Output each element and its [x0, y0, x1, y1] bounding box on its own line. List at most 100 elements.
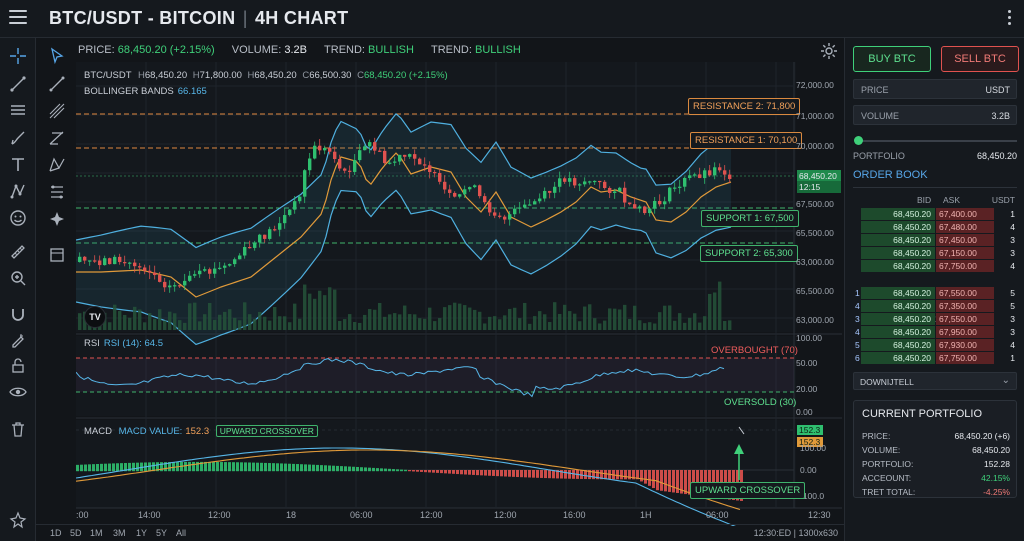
crossover-arrow-head: [734, 444, 744, 454]
time-axis: :00 14:00 12:00 18 06:00 12:00 12:00 16:…: [76, 509, 842, 523]
macd-histogram-bar: [584, 470, 587, 480]
time-tick: 06:00: [706, 510, 729, 520]
macd-histogram-bar: [384, 468, 387, 472]
order-book-row[interactable]: 68,450.20 67,400.00 1: [853, 208, 1017, 221]
volume-bar: [308, 293, 312, 330]
candle-body: [518, 207, 522, 209]
macd-histogram-bar: [324, 465, 327, 472]
lock-icon[interactable]: [8, 356, 28, 376]
candle-body: [203, 269, 207, 271]
pattern-icon[interactable]: [8, 181, 28, 201]
status-text: 12:30:ED | 1300x630: [753, 528, 838, 538]
volume-bar: [113, 304, 117, 330]
l-value: 68,450.20: [254, 70, 297, 81]
volume-bar: [448, 305, 452, 330]
order-book-row[interactable]: 4 68,450.20 67,350.00 5: [853, 300, 1017, 313]
order-book-row[interactable]: 5 68,450.20 67,930.00 4: [853, 339, 1017, 352]
order-book-row[interactable]: 68,450.20 67,150.00 3: [853, 247, 1017, 260]
amount-slider-handle[interactable]: [854, 136, 863, 145]
magnet-icon[interactable]: [8, 304, 28, 324]
macd-histogram-bar: [160, 462, 163, 472]
timeframe-1d[interactable]: 1D: [50, 528, 62, 538]
order-book-row[interactable]: 68,450.20 67,750.00 4: [853, 260, 1017, 273]
macd-histogram-bar: [136, 462, 139, 472]
macd-histogram-bar: [104, 463, 107, 472]
note-icon[interactable]: [48, 246, 66, 264]
parallel-channel-icon[interactable]: [48, 102, 66, 120]
emoji-icon[interactable]: [8, 208, 28, 228]
volume-bar: [588, 304, 592, 330]
text-tool-icon[interactable]: [8, 155, 28, 175]
o-label: H: [137, 70, 145, 81]
macd-histogram-bar: [452, 470, 455, 474]
volume-bar: [393, 313, 397, 330]
chart-area[interactable]: [76, 62, 842, 526]
hamburger-menu-icon[interactable]: [9, 10, 27, 26]
rsi-line: [76, 358, 725, 398]
volume-bar: [553, 302, 557, 330]
price-chart-svg[interactable]: [76, 62, 842, 526]
order-book-dropdown[interactable]: DOWNIJTELL ⌄: [853, 372, 1017, 390]
volume-bar: [208, 302, 212, 330]
macd-histogram-bar: [116, 463, 119, 472]
candle-body: [543, 190, 547, 199]
timeframe-5d[interactable]: 5D: [70, 528, 82, 538]
order-size: 4: [1010, 340, 1015, 350]
macd-histogram-bar: [260, 462, 263, 472]
sparkle-icon[interactable]: [48, 210, 66, 228]
line-icon[interactable]: [48, 75, 66, 93]
cursor-icon[interactable]: [48, 47, 66, 65]
price-field[interactable]: PRICE USDT: [853, 79, 1017, 99]
fib-icon[interactable]: [48, 129, 66, 147]
order-book-row[interactable]: 4 68,450.20 67,950.00 3: [853, 326, 1017, 339]
candle-body: [308, 158, 312, 171]
xabcd-pattern-icon[interactable]: [48, 156, 66, 174]
order-book-tab[interactable]: ORDER BOOK: [853, 169, 928, 181]
crosshair-icon[interactable]: [8, 46, 28, 66]
candle-body: [688, 175, 692, 178]
timeframe-1y[interactable]: 1Y: [136, 528, 148, 538]
volume-bar: [483, 323, 487, 330]
brush-icon[interactable]: [8, 128, 28, 148]
order-size: 1: [1010, 353, 1015, 363]
volume-bar: [638, 320, 642, 330]
timeframe-1m[interactable]: 1M: [90, 528, 103, 538]
pin-icon[interactable]: [8, 510, 28, 530]
candle-body: [628, 202, 632, 205]
macd-histogram-bar: [420, 470, 423, 472]
more-options-icon[interactable]: [1008, 10, 1012, 26]
volume-bar: [613, 308, 617, 330]
candle-body: [348, 170, 352, 172]
horizontal-lines-icon[interactable]: [8, 100, 28, 120]
candle-body: [463, 189, 467, 195]
candle-body: [268, 229, 272, 239]
order-book-row[interactable]: 68,450.20 67,450.00 3: [853, 234, 1017, 247]
candle-body: [453, 192, 457, 197]
chart-settings-gear-icon[interactable]: [820, 42, 838, 60]
bid-price: 68,450.20: [861, 247, 935, 259]
order-book-row[interactable]: 1 68,450.20 67,550.00 5: [853, 287, 1017, 300]
sell-button[interactable]: SELL BTC: [941, 46, 1019, 72]
volume-bar: [573, 313, 577, 330]
eye-icon[interactable]: [8, 382, 28, 402]
stat-value: 42.15%: [981, 473, 1010, 483]
trendline-icon[interactable]: [8, 74, 28, 94]
title-separator: |: [242, 8, 248, 28]
amount-slider-track[interactable]: [857, 140, 1017, 142]
range-icon[interactable]: [48, 183, 66, 201]
timeframe-5y[interactable]: 5Y: [156, 528, 168, 538]
volume-bar: [423, 318, 427, 330]
zoom-icon[interactable]: [8, 268, 28, 288]
order-book-row[interactable]: 68,450.20 67,480.00 4: [853, 221, 1017, 234]
ruler-icon[interactable]: [8, 242, 28, 262]
timeframe-all[interactable]: All: [176, 528, 187, 538]
trash-icon[interactable]: [8, 419, 28, 439]
buy-button[interactable]: BUY BTC: [853, 46, 931, 72]
price-axis-tick: 63,000.00: [796, 257, 834, 267]
order-book-row[interactable]: 6 68,450.20 67,750.00 1: [853, 352, 1017, 365]
volume-field[interactable]: VOLUME 3.2B: [853, 105, 1017, 125]
timeframe-3m[interactable]: 3M: [113, 528, 126, 538]
volume-bar: [168, 311, 172, 330]
lock-drawing-icon[interactable]: [8, 330, 28, 350]
order-book-row[interactable]: 3 68,450.20 67,550.00 3: [853, 313, 1017, 326]
